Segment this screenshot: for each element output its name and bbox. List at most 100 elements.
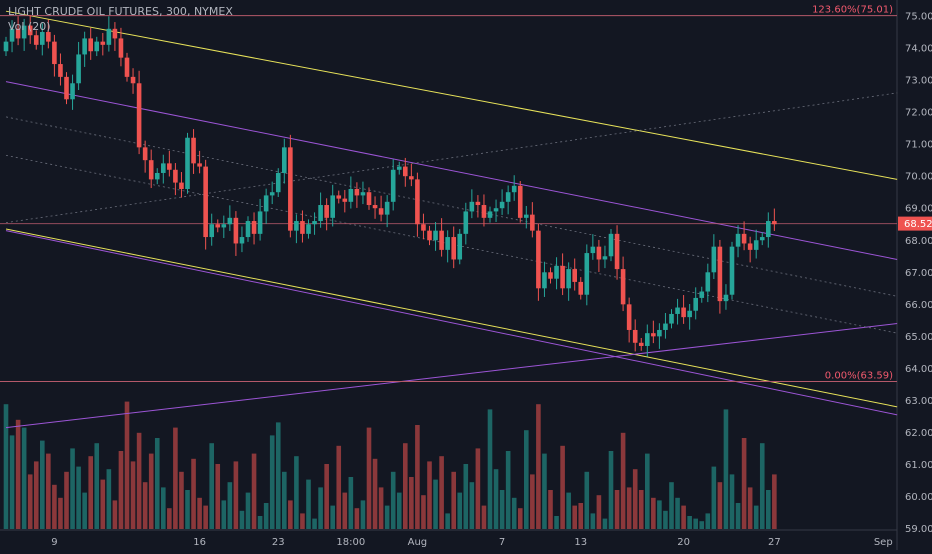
candle-body (27, 25, 33, 36)
volume-bar (88, 456, 93, 529)
candle-body (82, 38, 87, 55)
volume-bar (269, 435, 275, 529)
price-axis[interactable]: 75.00 74.00 73.00 72.00 71.00 70.00 69.00 68.00… (898, 12, 932, 536)
volume-bar (215, 464, 221, 529)
channel-lines (5, 10, 898, 429)
volume-bar (372, 458, 378, 529)
volume-bar (46, 453, 51, 529)
volume-bar (378, 487, 384, 529)
candle-body (681, 307, 686, 318)
candle-body (626, 304, 632, 330)
candle-body (699, 291, 705, 298)
volume-bar (626, 487, 632, 529)
fib-levels: 123.60%(75.01) 0.00%(63.59) (0, 5, 897, 383)
volume-bar (76, 466, 81, 529)
volume-bar (578, 503, 584, 529)
candle-body (142, 147, 148, 161)
volume-bar (348, 477, 354, 529)
candle-body (154, 172, 160, 180)
candle-body (711, 246, 717, 273)
volume-bar (421, 495, 426, 529)
volume-bar (390, 471, 396, 529)
candle-body (747, 243, 753, 250)
candle-body (645, 333, 650, 346)
candle-body (70, 83, 75, 100)
volume-bar (481, 505, 487, 529)
time-tick-label: 7 (499, 537, 505, 548)
candle-body (58, 64, 63, 77)
candle-body (638, 342, 644, 346)
volume-bar (136, 432, 142, 529)
volume-bar (82, 492, 87, 529)
candle-body (427, 230, 432, 241)
volume-bar (669, 482, 674, 529)
candle-body (33, 35, 39, 45)
candle-body (336, 195, 342, 199)
candle-body (578, 281, 584, 295)
lower-yellow-channel (5, 228, 898, 408)
price-tick-label: 73.00 (905, 76, 932, 87)
candle-body (288, 147, 293, 231)
candle-body (46, 32, 51, 42)
volume-bar (657, 500, 662, 529)
candle-body (542, 272, 547, 289)
volume-bar (638, 490, 644, 529)
candle-body (88, 38, 93, 52)
candle-body (693, 297, 698, 311)
symbol-legend[interactable]: LIGHT CRUDE OIL FUTURES, 300, NYMEX (8, 5, 233, 18)
price-tick-label: 66.00 (905, 300, 932, 311)
volume-bar (3, 404, 9, 529)
volume-legend[interactable]: Vol (20) (8, 20, 51, 33)
symbol-interval: 300 (165, 5, 187, 18)
candle-body (275, 172, 281, 193)
volume-bar (663, 510, 668, 529)
candle-body (269, 192, 275, 196)
candle-body (445, 237, 450, 250)
candle-body (233, 217, 239, 244)
candle-body (118, 38, 124, 58)
price-tick-label: 61.00 (905, 460, 932, 471)
candle-body (663, 323, 668, 330)
volume-bar (608, 451, 614, 529)
time-tick-label: 18:00 (336, 537, 365, 548)
candle-body (396, 166, 402, 170)
volume-bar (566, 492, 571, 529)
candle-body (76, 54, 81, 84)
candle-body (717, 246, 723, 302)
price-tick-label: 75.00 (905, 12, 932, 23)
candle-body (511, 185, 517, 193)
time-axis[interactable]: 9 16 23 18:00 Aug 7 13 20 27 Sep (51, 537, 892, 548)
candle-body (173, 169, 178, 183)
time-tick-label: 16 (193, 537, 206, 548)
price-tick-label: 60.00 (905, 492, 932, 503)
volume-bar (221, 500, 227, 529)
candle-body (167, 163, 172, 170)
volume-bar (27, 474, 33, 529)
time-tick-label: 27 (768, 537, 781, 548)
volume-bar (614, 490, 620, 529)
candle-body (378, 208, 384, 215)
lower-purple-channel (5, 230, 898, 416)
volume-bar (354, 508, 360, 529)
candle-body (106, 28, 112, 45)
volume-bars (3, 401, 777, 529)
volume-bar (52, 484, 57, 529)
candle-body (741, 233, 747, 244)
candle-body (124, 57, 130, 77)
candle-body (705, 272, 711, 292)
volume-bar (9, 435, 15, 529)
volume-bar (330, 505, 335, 529)
candle-body (300, 221, 305, 234)
candle-body (566, 269, 571, 289)
volume-bar (58, 497, 63, 529)
volume-bar (511, 497, 517, 529)
price-tick-label: 69.00 (905, 204, 932, 215)
candle-body (469, 201, 475, 212)
candle-body (669, 313, 674, 324)
candle-body (463, 211, 469, 234)
candle-body (3, 41, 9, 52)
candle-body (348, 189, 354, 202)
volume-bar (433, 479, 438, 529)
